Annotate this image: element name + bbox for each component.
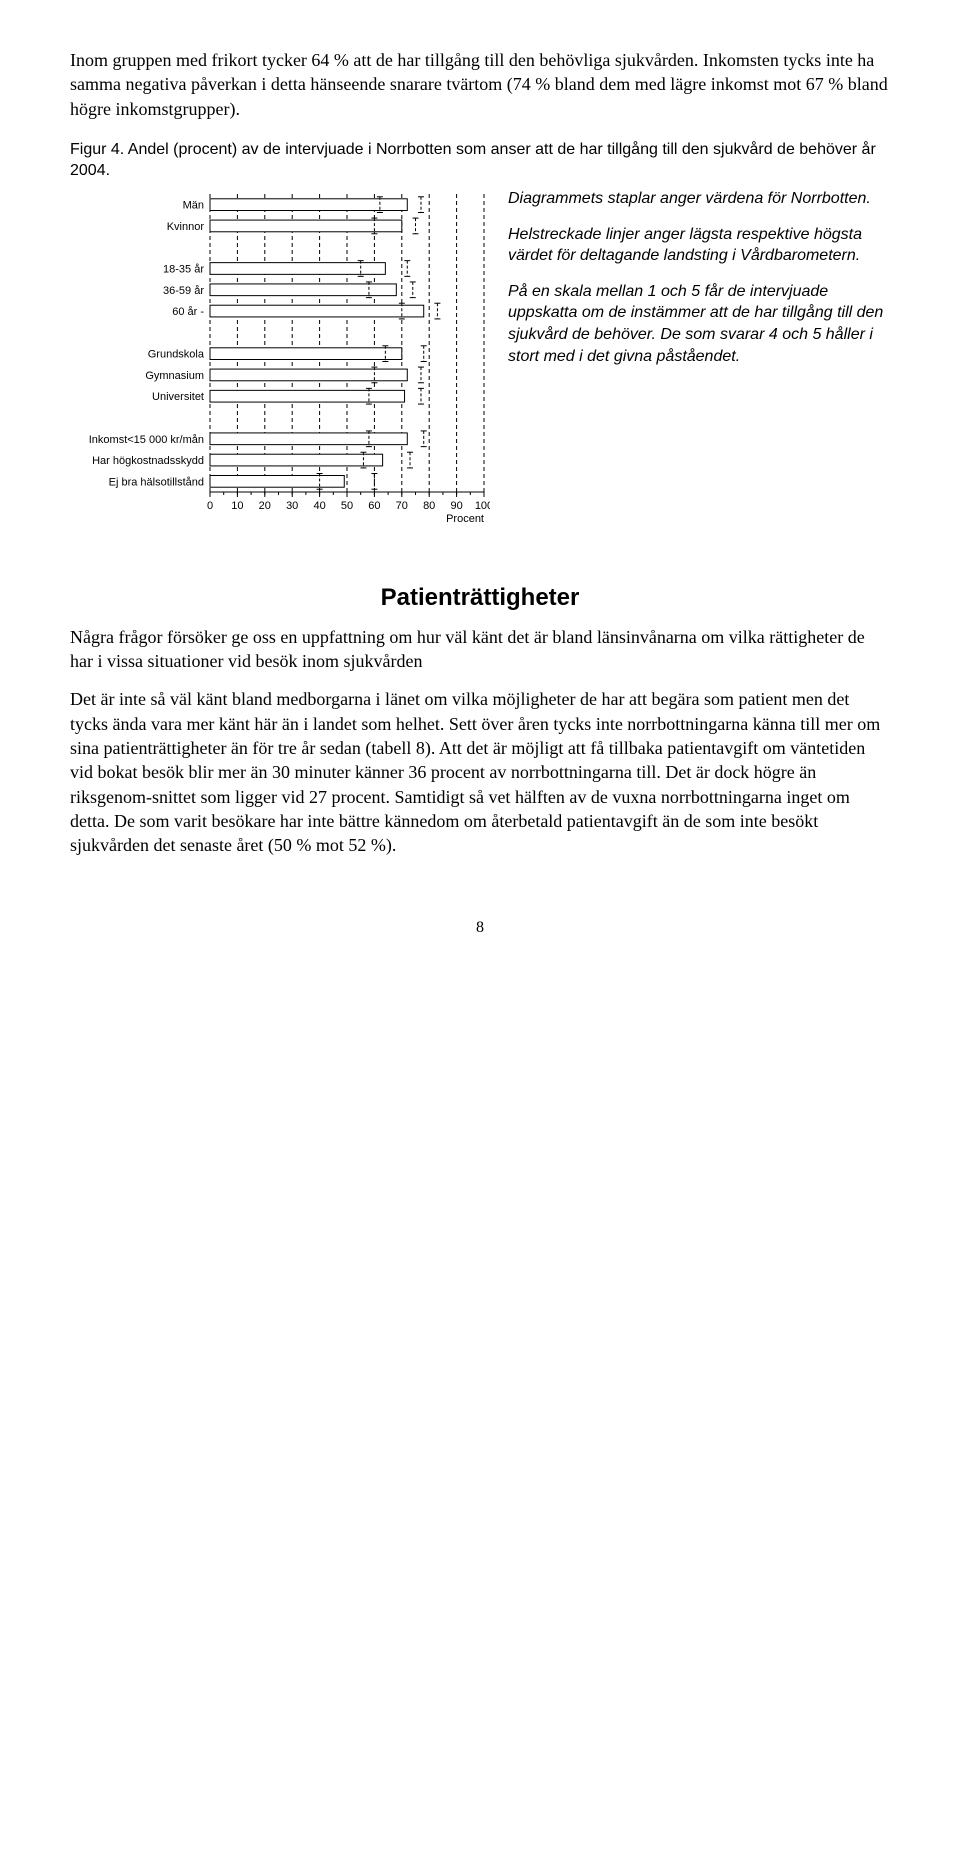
svg-text:70: 70 [396, 500, 408, 512]
svg-text:Har högkostnadsskydd: Har högkostnadsskydd [92, 455, 204, 467]
svg-text:10: 10 [231, 500, 243, 512]
svg-text:18-35 år: 18-35 år [163, 264, 204, 276]
svg-text:40: 40 [313, 500, 325, 512]
svg-text:80: 80 [423, 500, 435, 512]
svg-text:Inkomst<15 000 kr/mån: Inkomst<15 000 kr/mån [89, 434, 204, 446]
chart-explanation: Diagrammets staplar anger värdena för No… [508, 188, 890, 534]
chart-container: 0 10 20 30 40 50 60 70 80 90 100 Män Kvinnor 18-35 år… [70, 188, 490, 534]
explain-text-1: anger värdena för Norrbotten. [660, 190, 871, 207]
svg-text:0: 0 [207, 500, 213, 512]
section-heading: Patienträttigheter [70, 582, 890, 614]
svg-text:Universitet: Universitet [152, 391, 204, 403]
explain-em-1: Diagrammets staplar [508, 190, 660, 207]
body-paragraph-1: Några frågor försöker ge oss en uppfattn… [70, 625, 890, 674]
svg-text:Gymnasium: Gymnasium [145, 370, 204, 382]
explain-em-2: Helstreckade linjer [508, 226, 644, 243]
intro-paragraph: Inom gruppen med frikort tycker 64 % att… [70, 48, 890, 121]
svg-text:90: 90 [450, 500, 462, 512]
page-number: 8 [70, 917, 890, 939]
svg-text:20: 20 [259, 500, 271, 512]
svg-text:50: 50 [341, 500, 353, 512]
svg-text:Ej bra hälsotillstånd: Ej bra hälsotillstånd [109, 476, 204, 488]
svg-text:36-59 år: 36-59 år [163, 285, 204, 297]
svg-text:Män: Män [183, 200, 204, 212]
svg-text:60 år -: 60 år - [172, 306, 204, 318]
svg-text:60: 60 [368, 500, 380, 512]
body-paragraph-2: Det är inte så väl känt bland medborgarn… [70, 687, 890, 857]
svg-text:Procent: Procent [446, 513, 484, 525]
svg-text:Grundskola: Grundskola [148, 349, 205, 361]
svg-text:30: 30 [286, 500, 298, 512]
svg-text:100: 100 [475, 500, 490, 512]
svg-text:Kvinnor: Kvinnor [167, 221, 205, 233]
bar-chart: 0 10 20 30 40 50 60 70 80 90 100 Män Kvinnor 18-35 år… [70, 188, 490, 528]
figure-caption: Figur 4. Andel (procent) av de intervjua… [70, 139, 890, 182]
explain-text-3: På en skala mellan 1 och 5 får de interv… [508, 281, 890, 367]
